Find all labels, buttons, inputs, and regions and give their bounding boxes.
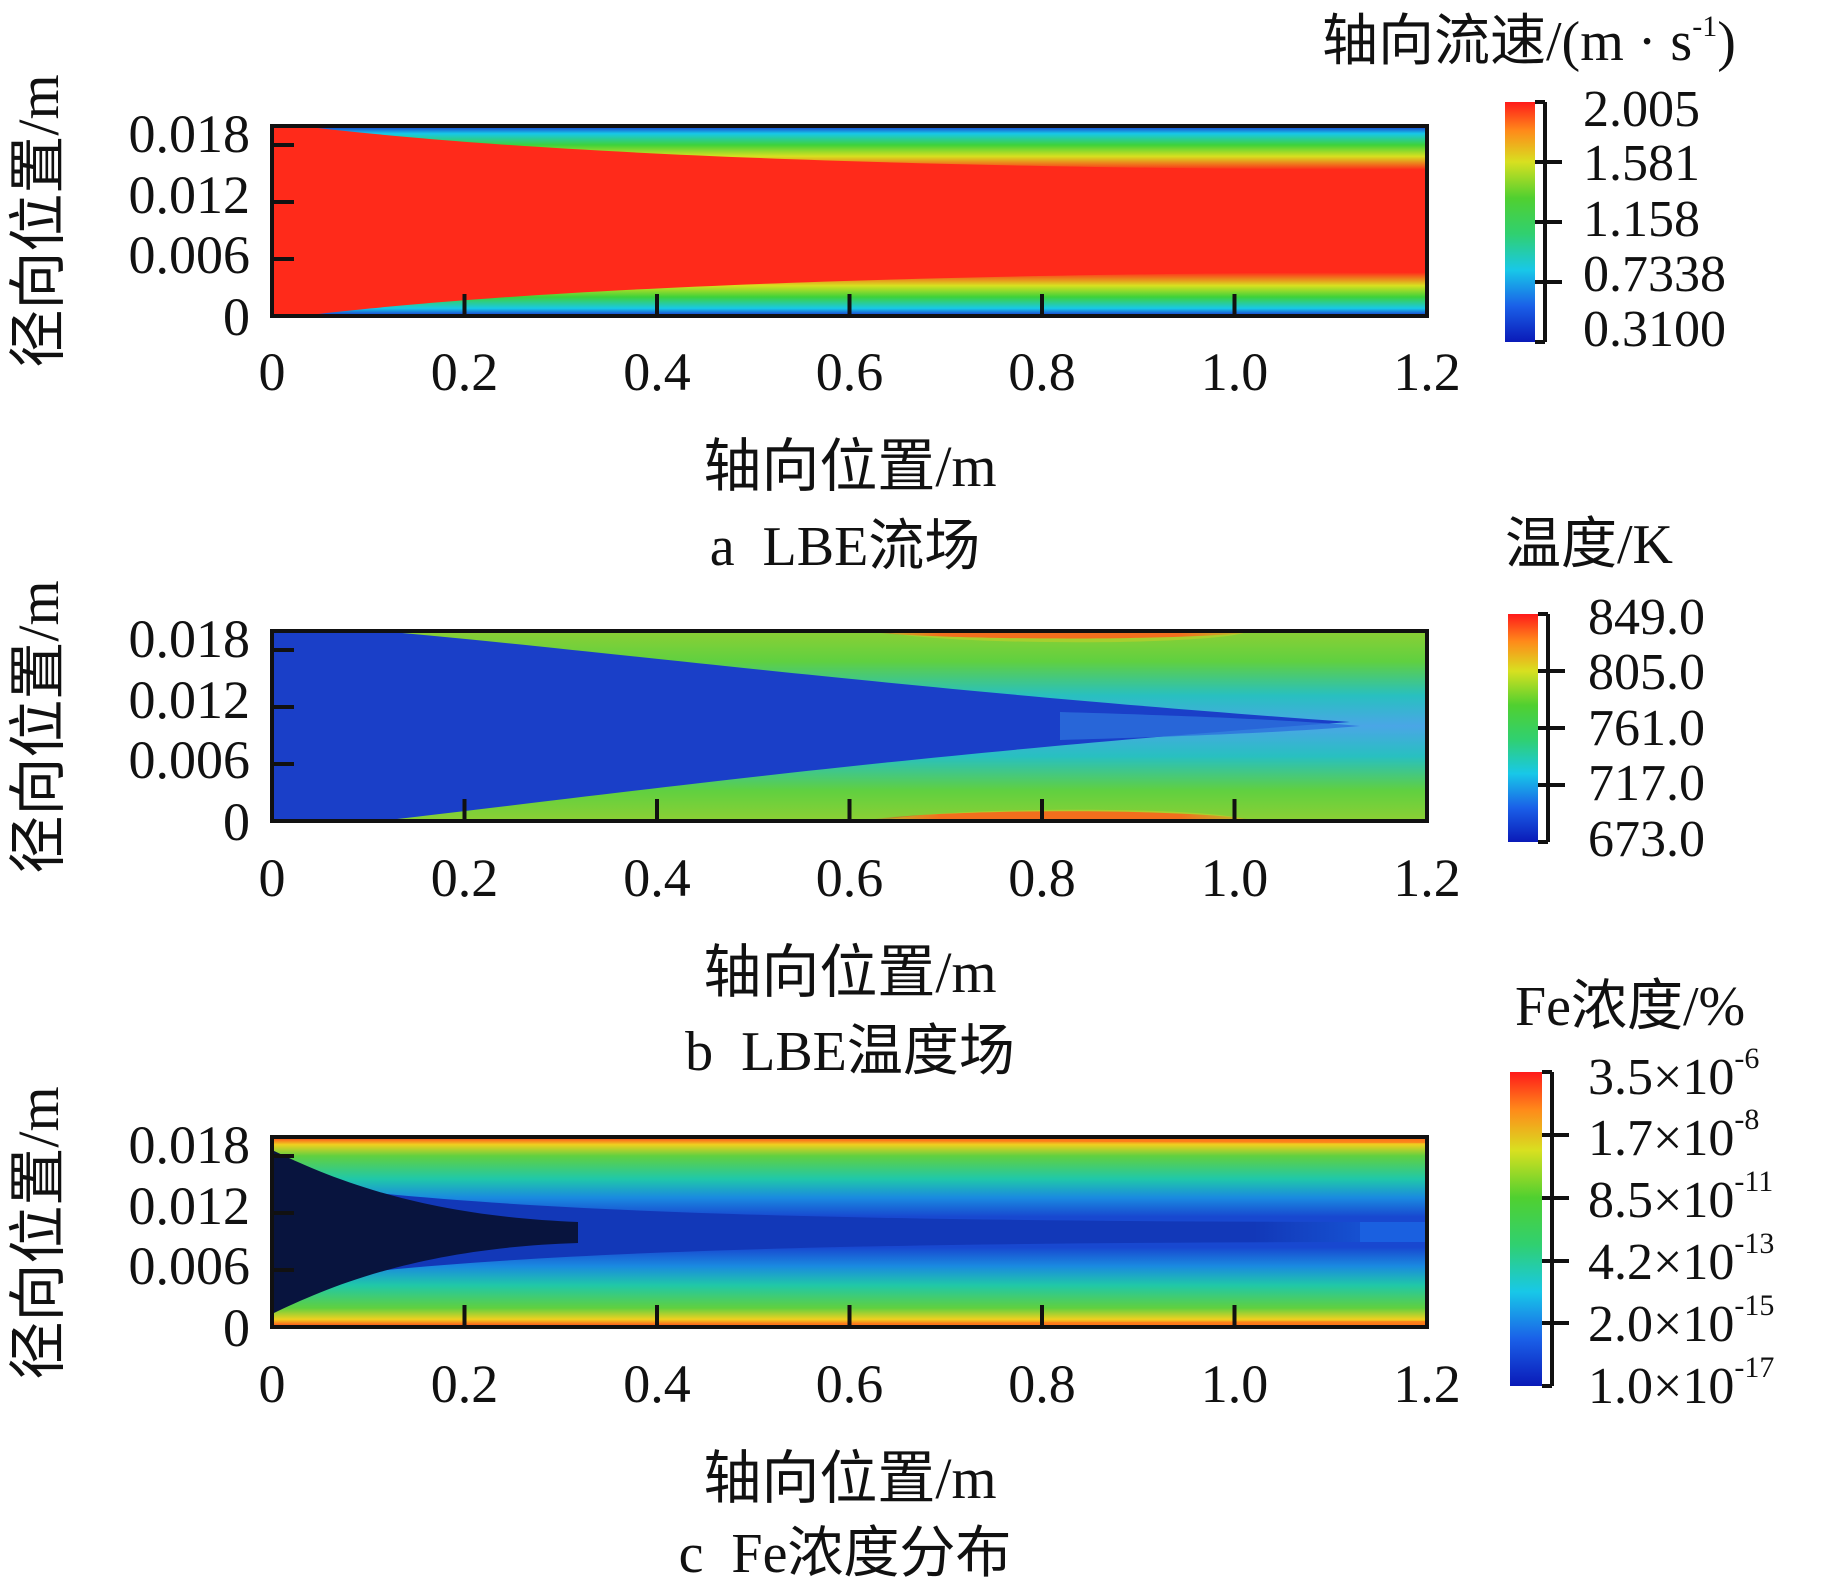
axis-ticks-a [270, 143, 1429, 318]
colorbar-b: 温度/K 849.0 805.0 761.0 717.0 673.0 [1505, 514, 1705, 868]
colorbar-a: 轴向流速/(m · s-1) 2.005 1.581 1.158 0.7338 … [1322, 10, 1736, 358]
x-tick-label: 0.8 [1008, 342, 1076, 402]
velocity-field [272, 126, 1427, 316]
x-tick-label: 0.4 [623, 342, 691, 402]
x-tick-labels-a: 0 0.2 0.4 0.6 0.8 1.0 1.2 [259, 342, 1461, 402]
x-tick-label: 0.2 [431, 848, 499, 908]
x-tick-label: 1.0 [1201, 1354, 1269, 1414]
colorbar-label: 805.0 [1588, 644, 1705, 701]
y-tick-label: 0.012 [129, 1176, 251, 1236]
x-tick-label: 0.4 [623, 1354, 691, 1414]
colorbar-label: 1.0×10-17 [1588, 1351, 1774, 1415]
panel-c-fe-concentration: 0 0.2 0.4 0.6 0.8 1.0 1.2 0 0.006 0.012 … [6, 976, 1774, 1580]
panel-b-temperature: 0 0.2 0.4 0.6 0.8 1.0 1.2 0 0.006 0.012 … [6, 514, 1705, 1083]
colorbar-c: Fe浓度/% 3.5×10-6 1.7×10-8 8.5×10-11 4.2×1… [1510, 976, 1774, 1415]
colorbar-label: 2.0×10-15 [1588, 1289, 1774, 1353]
colorbar-gradient-b [1508, 614, 1538, 842]
y-axis-label-c: 径向位置/m [6, 1086, 71, 1379]
y-tick-label: 0 [223, 1298, 250, 1358]
x-tick-labels-b: 0 0.2 0.4 0.6 0.8 1.0 1.2 [259, 848, 1461, 908]
y-tick-label: 0.012 [129, 165, 251, 225]
x-tick-label: 1.2 [1393, 342, 1461, 402]
axis-ticks-c [270, 1154, 1429, 1329]
colorbar-label: 1.7×10-8 [1588, 1103, 1759, 1167]
x-tick-label: 0.6 [816, 848, 884, 908]
colorbar-label: 849.0 [1588, 589, 1705, 646]
colorbar-gradient-a [1505, 102, 1535, 342]
y-tick-label: 0.006 [129, 730, 251, 790]
x-tick-label: 0 [259, 1354, 286, 1414]
x-tick-label: 0.2 [431, 1354, 499, 1414]
y-tick-label: 0.018 [129, 1115, 251, 1175]
x-tick-label: 0.6 [816, 1354, 884, 1414]
y-tick-labels-a: 0 0.006 0.012 0.018 [129, 104, 251, 347]
colorbar-label: 3.5×10-6 [1588, 1042, 1759, 1106]
fe-concentration-field [272, 1137, 1427, 1327]
colorbar-label: 0.3100 [1583, 301, 1726, 358]
x-axis-label-b: 轴向位置/m [703, 940, 996, 1005]
colorbar-title-a: 轴向流速/(m · s-1) [1322, 10, 1736, 73]
x-tick-label: 0.6 [816, 342, 884, 402]
y-tick-label: 0.018 [129, 609, 251, 669]
y-tick-label: 0.006 [129, 225, 251, 285]
x-tick-label: 0 [259, 342, 286, 402]
y-tick-label: 0 [223, 287, 250, 347]
x-tick-label: 1.2 [1393, 1354, 1461, 1414]
colorbar-title-c: Fe浓度/% [1515, 976, 1745, 1038]
x-tick-labels-c: 0 0.2 0.4 0.6 0.8 1.0 1.2 [259, 1354, 1461, 1414]
axis-ticks-b [270, 648, 1429, 823]
y-tick-label: 0.012 [129, 670, 251, 730]
caption-a: a LBE流场 [710, 516, 981, 578]
y-axis-label-a: 径向位置/m [6, 74, 71, 367]
temperature-field [272, 631, 1427, 821]
colorbar-label: 1.581 [1583, 135, 1700, 192]
colorbar-label: 2.005 [1583, 81, 1700, 138]
caption-c: c Fe浓度分布 [679, 1523, 1012, 1580]
x-tick-label: 0 [259, 848, 286, 908]
y-tick-label: 0.006 [129, 1236, 251, 1296]
colorbar-label: 4.2×10-13 [1588, 1227, 1774, 1291]
x-tick-label: 1.0 [1201, 342, 1269, 402]
x-axis-label-a: 轴向位置/m [703, 434, 996, 499]
colorbar-title-b: 温度/K [1505, 514, 1673, 576]
colorbar-label: 1.158 [1583, 191, 1700, 248]
panel-a-velocity: 0 0.2 0.4 0.6 0.8 1.0 1.2 0 0.006 0.012 … [6, 10, 1736, 578]
x-tick-label: 0.8 [1008, 848, 1076, 908]
y-tick-label: 0.018 [129, 104, 251, 164]
colorbar-gradient-c [1510, 1072, 1542, 1386]
x-tick-label: 0.4 [623, 848, 691, 908]
colorbar-label: 761.0 [1588, 700, 1705, 757]
colorbar-label: 673.0 [1588, 811, 1705, 868]
colorbar-label: 0.7338 [1583, 246, 1726, 303]
colorbar-label: 8.5×10-11 [1588, 1165, 1773, 1229]
y-tick-labels-b: 0 0.006 0.012 0.018 [129, 609, 251, 852]
x-tick-label: 1.0 [1201, 848, 1269, 908]
caption-b: b LBE温度场 [685, 1021, 1015, 1083]
y-tick-label: 0 [223, 792, 250, 852]
colorbar-label: 717.0 [1588, 755, 1705, 812]
x-axis-label-c: 轴向位置/m [703, 1446, 996, 1511]
x-tick-label: 1.2 [1393, 848, 1461, 908]
x-tick-label: 0.8 [1008, 1354, 1076, 1414]
y-tick-labels-c: 0 0.006 0.012 0.018 [129, 1115, 251, 1358]
x-tick-label: 0.2 [431, 342, 499, 402]
y-axis-label-b: 径向位置/m [6, 580, 71, 873]
